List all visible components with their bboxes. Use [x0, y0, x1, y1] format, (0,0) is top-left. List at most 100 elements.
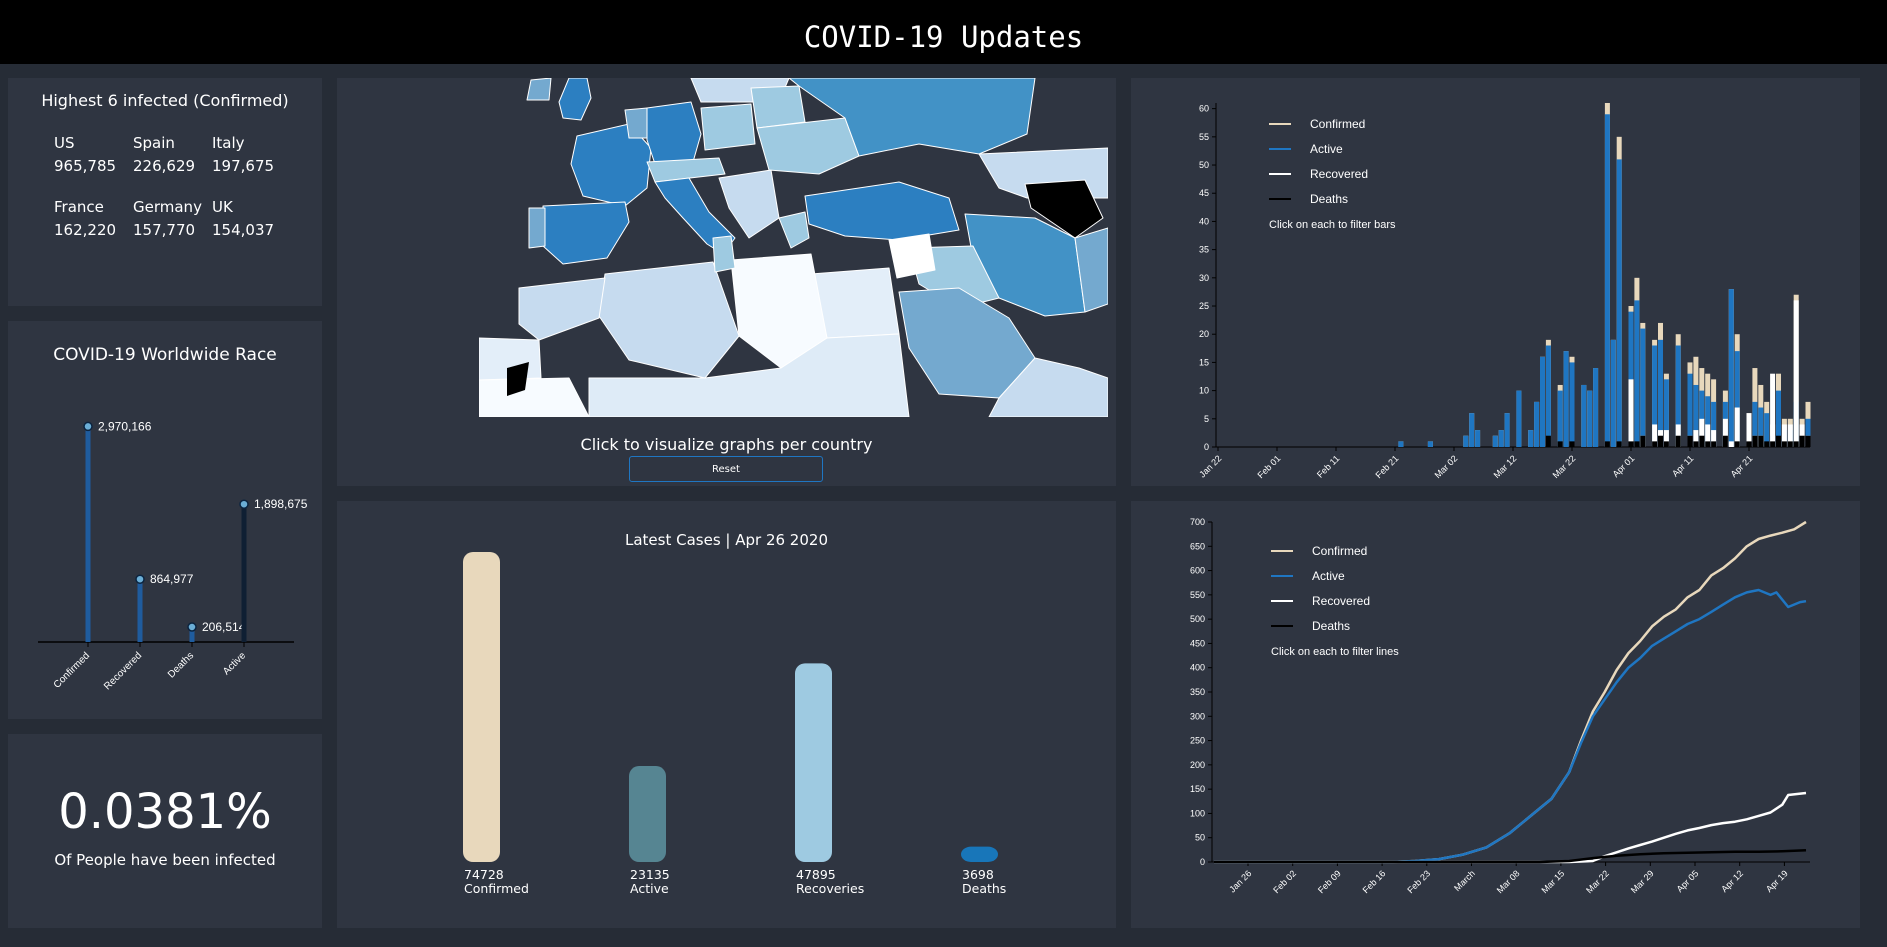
daily-bar-active[interactable]	[1663, 379, 1669, 447]
daily-bar-deaths[interactable]	[1770, 441, 1776, 447]
daily-bar-active[interactable]	[1652, 345, 1658, 447]
latest-bar[interactable]	[795, 663, 832, 862]
daily-bar-active[interactable]	[1610, 339, 1616, 447]
daily-bar-deaths[interactable]	[1628, 441, 1634, 447]
map-country-ukraine[interactable]	[756, 117, 860, 175]
daily-bar-active[interactable]	[1587, 390, 1593, 447]
daily-bar-active[interactable]	[1463, 435, 1469, 447]
daily-bar-active[interactable]	[1504, 413, 1510, 447]
daily-bar-deaths[interactable]	[1705, 441, 1711, 447]
race-dot[interactable]	[83, 421, 93, 432]
daily-bar-deaths[interactable]	[1787, 441, 1793, 447]
map-country-syria[interactable]	[888, 233, 936, 279]
daily-bar-recovered[interactable]	[1693, 430, 1699, 447]
daily-bar-recovered[interactable]	[1787, 424, 1793, 447]
daily-bar-recovered[interactable]	[1770, 373, 1776, 447]
daily-bar-active[interactable]	[1593, 368, 1599, 447]
daily-bar-recovered[interactable]	[1711, 430, 1717, 447]
daily-bar-deaths[interactable]	[1663, 441, 1669, 447]
daily-bar-active[interactable]	[1563, 351, 1569, 447]
daily-bar-deaths[interactable]	[1545, 435, 1551, 447]
map-country-oman-yemen[interactable]	[988, 357, 1108, 417]
daily-bar-active[interactable]	[1398, 441, 1404, 447]
daily-bar-deaths[interactable]	[1764, 441, 1770, 447]
map-country-russia[interactable]	[788, 78, 1036, 157]
daily-bar-active[interactable]	[1634, 300, 1640, 447]
daily-bar-active[interactable]	[1752, 401, 1758, 447]
map-country-switzerland-austria[interactable]	[646, 157, 726, 183]
map-country-germany[interactable]	[646, 101, 702, 165]
daily-bar-recovered[interactable]	[1728, 441, 1734, 447]
world-map[interactable]	[479, 78, 1108, 417]
daily-bar-active[interactable]	[1711, 401, 1717, 447]
daily-bar-active[interactable]	[1705, 396, 1711, 447]
daily-bar-recovered[interactable]	[1699, 418, 1705, 447]
cum-legend-item[interactable]: Recovered	[1312, 594, 1370, 608]
daily-bar-active[interactable]	[1687, 373, 1693, 447]
race-dot[interactable]	[239, 499, 249, 509]
daily-bar-active[interactable]	[1581, 384, 1587, 447]
daily-bar-deaths[interactable]	[1616, 441, 1622, 447]
daily-bar-active[interactable]	[1776, 390, 1781, 447]
daily-bar-active[interactable]	[1540, 356, 1545, 447]
cum-legend-item[interactable]: Deaths	[1312, 619, 1350, 633]
daily-bar-recovered[interactable]	[1781, 424, 1787, 447]
daily-bar-active[interactable]	[1534, 401, 1540, 447]
daily-bar-active[interactable]	[1427, 441, 1433, 447]
daily-legend-item[interactable]: Recovered	[1310, 167, 1368, 181]
map-country-poland[interactable]	[700, 103, 756, 151]
daily-bar-active[interactable]	[1616, 159, 1622, 447]
daily-bar-deaths[interactable]	[1658, 435, 1663, 447]
map-country-morocco[interactable]	[518, 277, 606, 341]
daily-bar-recovered[interactable]	[1628, 379, 1634, 447]
daily-bar-active[interactable]	[1734, 351, 1740, 447]
daily-legend-item[interactable]: Confirmed	[1310, 117, 1365, 131]
daily-bar-deaths[interactable]	[1758, 435, 1764, 447]
daily-bar-active[interactable]	[1557, 390, 1563, 447]
daily-bar-active[interactable]	[1545, 345, 1551, 447]
reset-button[interactable]: Reset	[629, 456, 823, 482]
cum-legend-item[interactable]: Confirmed	[1312, 544, 1367, 558]
daily-bar-deaths[interactable]	[1722, 435, 1728, 447]
daily-bar-deaths[interactable]	[1652, 441, 1658, 447]
latest-bar[interactable]	[463, 552, 500, 862]
daily-bar-recovered[interactable]	[1652, 424, 1658, 447]
daily-bar-deaths[interactable]	[1640, 435, 1646, 447]
daily-bar-active[interactable]	[1569, 362, 1575, 447]
map-country-mauritania[interactable]	[479, 377, 590, 417]
map-country-belarus[interactable]	[750, 85, 806, 129]
daily-bar-deaths[interactable]	[1776, 435, 1781, 447]
map-country-afghanistan[interactable]	[1074, 227, 1108, 313]
map-country-balkans[interactable]	[718, 169, 780, 239]
cum-line-recovered[interactable]	[1214, 791, 1807, 864]
cum-line-confirmed[interactable]	[1214, 520, 1807, 864]
daily-bar-deaths[interactable]	[1781, 441, 1787, 447]
cum-line-active[interactable]	[1214, 588, 1807, 864]
daily-legend-item[interactable]: Deaths	[1310, 192, 1348, 206]
map-country-turkmenistan[interactable]	[1024, 179, 1104, 239]
race-dot[interactable]	[135, 574, 145, 584]
cum-legend-item[interactable]: Active	[1312, 569, 1345, 583]
daily-bar-recovered[interactable]	[1793, 300, 1799, 447]
cum-line-deaths[interactable]	[1214, 849, 1807, 864]
daily-bar-deaths[interactable]	[1793, 441, 1799, 447]
daily-bar-active[interactable]	[1516, 390, 1522, 447]
daily-bar-deaths[interactable]	[1557, 441, 1563, 447]
daily-bar-active[interactable]	[1658, 339, 1663, 447]
daily-bar-deaths[interactable]	[1799, 435, 1805, 447]
map-country-tunisia[interactable]	[712, 235, 736, 273]
daily-bar-active[interactable]	[1640, 328, 1646, 447]
daily-bar-deaths[interactable]	[1604, 441, 1610, 447]
latest-bar[interactable]	[629, 766, 666, 862]
daily-bar-active[interactable]	[1675, 345, 1681, 447]
daily-bar-deaths[interactable]	[1752, 435, 1758, 447]
daily-bar-deaths[interactable]	[1711, 441, 1717, 447]
daily-bar-recovered[interactable]	[1663, 430, 1669, 447]
daily-bar-active[interactable]	[1492, 435, 1498, 447]
map-country-benelux[interactable]	[624, 107, 648, 139]
daily-bar-active[interactable]	[1693, 384, 1699, 447]
daily-bar-active[interactable]	[1475, 430, 1481, 447]
daily-bar-deaths[interactable]	[1746, 441, 1752, 447]
daily-bar-active[interactable]	[1469, 413, 1475, 447]
daily-bar-recovered[interactable]	[1722, 418, 1728, 447]
